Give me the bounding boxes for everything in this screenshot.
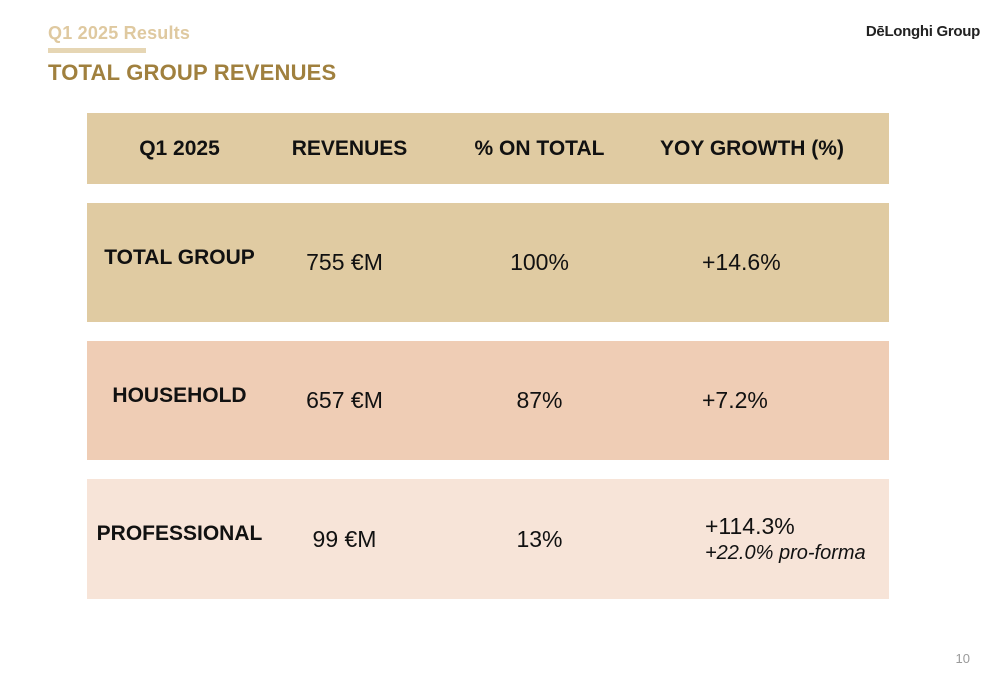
- column-header-period: Q1 2025: [139, 136, 220, 160]
- segment-label: PROFESSIONAL: [96, 522, 263, 545]
- slide-kicker: Q1 2025 Results: [48, 23, 191, 43]
- column-header-revenues: REVENUES: [291, 136, 408, 160]
- segment-label: TOTAL GROUP: [104, 245, 255, 269]
- table-header-row: Q1 2025 REVENUES % ON TOTAL YOY GROWTH (…: [87, 113, 889, 184]
- growth-value: +114.3%: [705, 513, 795, 539]
- growth-value: +14.6%: [702, 249, 781, 275]
- growth-cell: +114.3% +22.0% pro-forma: [705, 479, 905, 599]
- growth-value: +7.2%: [702, 387, 768, 413]
- share-value: 87%: [516, 387, 563, 413]
- revenues-value: 657 €M: [306, 387, 383, 413]
- table-row-total-group: TOTAL GROUP 755 €M 100% +14.6%: [87, 203, 889, 322]
- revenues-value: 755 €M: [306, 249, 383, 275]
- table-row-professional: PROFESSIONAL 99 €M 13% +114.3% +22.0% pr…: [87, 479, 889, 599]
- segment-label: HOUSEHOLD: [112, 383, 247, 407]
- page-number: 10: [955, 651, 970, 666]
- column-header-growth: YOY GROWTH (%): [660, 136, 844, 160]
- column-header-share: % ON TOTAL: [474, 136, 605, 160]
- kicker-underline: [48, 48, 146, 53]
- share-value: 13%: [516, 525, 563, 552]
- pro-forma-note: +22.0% pro-forma: [705, 542, 866, 564]
- share-value: 100%: [510, 249, 569, 275]
- table-row-household: HOUSEHOLD 657 €M 87% +7.2%: [87, 341, 889, 460]
- slide-title: TOTAL GROUP REVENUES: [48, 60, 337, 85]
- revenues-value: 99 €M: [312, 525, 377, 552]
- company-logo: DēLonghi Group: [865, 23, 980, 40]
